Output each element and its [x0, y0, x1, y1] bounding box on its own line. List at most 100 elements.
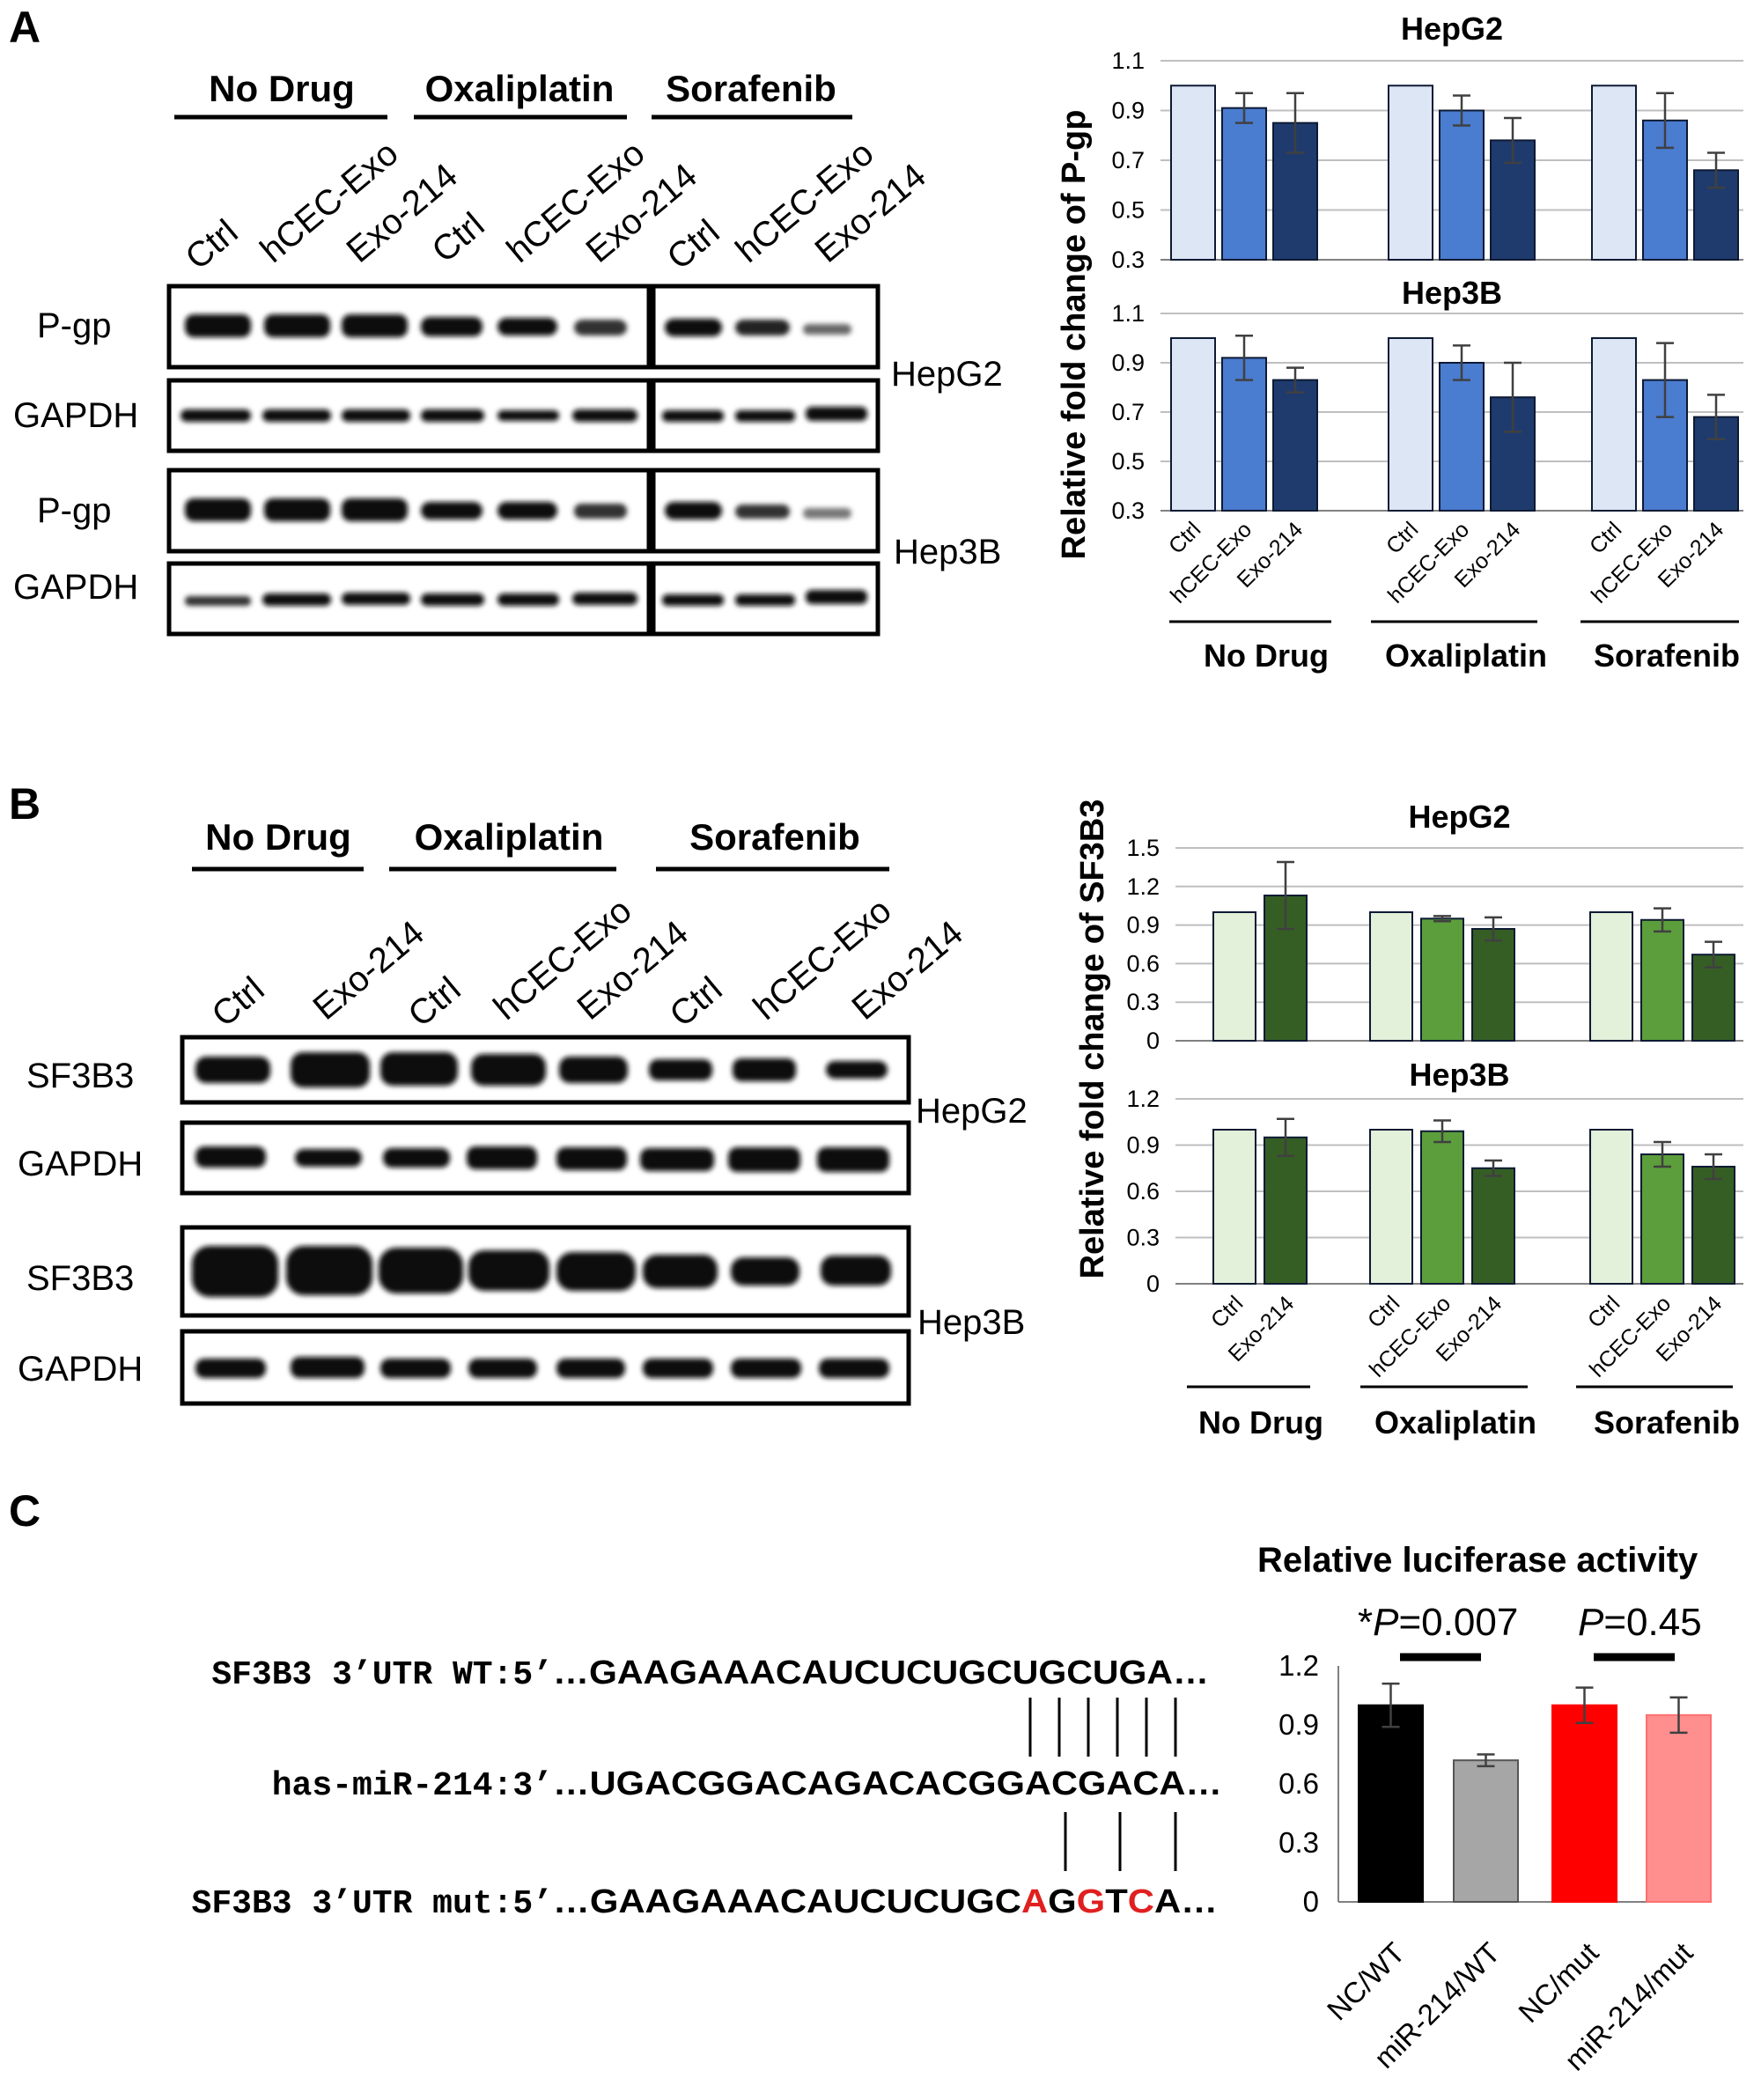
blot-a-lane-label: Ctrl [179, 212, 246, 277]
y-tick-label: 1.5 [1126, 835, 1160, 861]
mut-seq-mid: T [1105, 1883, 1128, 1920]
chart-a-hep3b: Hep3B 0.3 0.5 0.7 0.9 1.1 [1111, 275, 1743, 524]
band [421, 317, 483, 336]
mut-seq-suffix: A… [1154, 1883, 1218, 1920]
blot-a-lane-label: Ctrl [425, 205, 492, 270]
bar [1388, 85, 1433, 261]
chart-b-group-oxaliplatin: Oxaliplatin [1374, 1404, 1536, 1441]
bar [1640, 1153, 1684, 1285]
x-tick-label: NC/mut [1512, 1936, 1604, 2029]
band [342, 593, 410, 605]
band [342, 498, 408, 521]
bar [1471, 927, 1515, 1042]
panel-letter-b: B [9, 779, 41, 829]
x-tick-label: NC/WT [1321, 1936, 1411, 2027]
y-tick-label: 0.9 [1126, 1132, 1160, 1159]
band [735, 320, 790, 335]
y-tick-label: 0.6 [1278, 1767, 1319, 1800]
band [181, 409, 251, 422]
pvalue-1-star: * [1358, 1601, 1373, 1644]
blot-a-membranes [166, 284, 880, 637]
blot-b-group-sorafenib: Sorafenib [689, 816, 860, 858]
band [497, 593, 559, 606]
blot-a-row-label: P-gp [37, 306, 112, 345]
y-tick-label: 0 [1146, 1271, 1160, 1297]
chart-a-ylabel: Relative fold change of P-gp [1056, 110, 1093, 560]
y-tick-label: 0.5 [1111, 197, 1145, 224]
band [342, 409, 410, 422]
sequence-alignment: SF3B3 3’UTR WT:5’ …GAAGAAACAUCUCUGCUGCUG… [192, 1654, 1222, 1923]
band [643, 1255, 718, 1288]
y-tick-label: 1.1 [1111, 300, 1145, 327]
bar [1691, 1166, 1735, 1285]
band [383, 1148, 450, 1168]
chart-b-group-labels: No Drug Oxaliplatin Sorafenib [1187, 1385, 1740, 1441]
blot-b-group-nodrug: No Drug [205, 816, 351, 858]
band [467, 1146, 537, 1169]
bar [1358, 1704, 1424, 1903]
band [803, 324, 851, 335]
y-tick-label: 1.1 [1111, 48, 1145, 74]
bar [1551, 1704, 1617, 1903]
blot-b-row-label: SF3B3 [26, 1057, 134, 1095]
band [735, 410, 795, 422]
blot-a-lane-label: Ctrl [660, 212, 727, 277]
blot-a-group-nodrug: No Drug [209, 68, 355, 109]
band [556, 1359, 625, 1378]
mir-label: has-miR-214:3’ [272, 1767, 553, 1805]
wt-sequence: …GAAGAAACAUCUCUGCUGCUGA… [553, 1654, 1209, 1691]
bar [1453, 1759, 1519, 1903]
y-tick-label: 0.3 [1111, 247, 1145, 273]
mut-seq-red: C [1128, 1883, 1154, 1920]
band [556, 1252, 636, 1291]
band [806, 590, 867, 604]
y-tick-label: 1.2 [1126, 1086, 1160, 1112]
x-tick-label: Ctrl [1206, 1291, 1248, 1332]
chart-c-title: Relative luciferase activity [1257, 1541, 1698, 1580]
band [819, 1359, 889, 1378]
chart-b-hepg2: HepG2 0 0.3 0.6 0.9 1.2 1.5 [1126, 799, 1743, 1054]
bar [1170, 337, 1216, 512]
y-tick-label: 0.6 [1126, 1178, 1160, 1205]
x-tick-label: Ctrl [1164, 517, 1205, 558]
band [731, 1257, 799, 1286]
panel-letter-a: A [9, 3, 41, 52]
band [826, 1061, 888, 1079]
band [574, 320, 627, 335]
blot-a-group-oxaliplatin: Oxaliplatin [425, 68, 615, 109]
y-tick-label: 0 [1146, 1028, 1160, 1054]
bar [1369, 1129, 1413, 1285]
blot-a-lane-labels: Ctrl hCEC-Exo Exo-214 Ctrl hCEC-Exo Exo-… [179, 134, 933, 277]
x-tick-label: Ctrl [1583, 1291, 1625, 1332]
bar [1420, 917, 1464, 1043]
y-tick-label: 0 [1303, 1885, 1319, 1918]
band [497, 318, 557, 335]
blot-b-lane-label: Ctrl [402, 969, 468, 1035]
chart-a-hepg2: HepG2 0.3 0.5 0.7 0.9 1.1 [1111, 11, 1743, 273]
chart-b-ylabel: Relative fold change of SF3B3 [1074, 799, 1111, 1279]
bar [1439, 109, 1485, 261]
pvalue-1-val: =0.007 [1398, 1601, 1518, 1644]
band [662, 594, 724, 606]
band [262, 409, 331, 422]
bar [1420, 1130, 1464, 1285]
band [421, 502, 483, 519]
bar [1591, 85, 1637, 261]
band [195, 1359, 266, 1378]
pvalue-1-p: P [1373, 1601, 1399, 1644]
pvalue-2-p: P [1578, 1601, 1604, 1644]
mut-label: SF3B3 3’UTR mut:5’ [192, 1885, 553, 1923]
panel-letter-c: C [9, 1486, 41, 1536]
blot-b-cellline-hep3b: Hep3B [917, 1303, 1025, 1342]
bar [1388, 337, 1433, 512]
y-tick-label: 0.9 [1111, 350, 1145, 376]
blot-b-bands [192, 1052, 891, 1378]
bar [1221, 357, 1267, 512]
y-tick-label: 0.3 [1126, 1225, 1160, 1251]
band [185, 596, 251, 606]
blot-a-row-labels: P-gp GAPDH P-gp GAPDH HepG2 Hep3B [13, 306, 1003, 607]
chart-b-group-nodrug: No Drug [1198, 1404, 1323, 1441]
bar [1589, 1129, 1633, 1285]
band [497, 410, 559, 421]
band [291, 1052, 370, 1087]
